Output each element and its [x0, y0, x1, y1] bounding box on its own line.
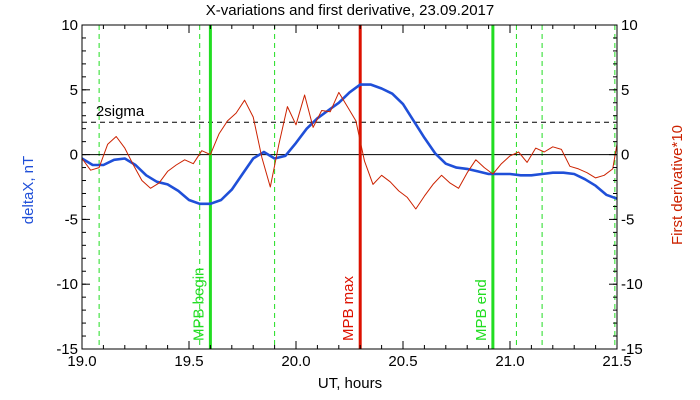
series-line-deltaX [81, 83, 618, 206]
x-axis-label: UT, hours [318, 375, 382, 392]
sigma-label: 2sigma [96, 103, 145, 120]
y-tick-label-right-3: 0 [621, 147, 629, 164]
y-axis-label-left: deltaX, nT [20, 156, 37, 224]
plot-frame [81, 24, 618, 350]
x-tick-label-4: 21.0 [495, 353, 524, 370]
y-tick-label-right-1: -10 [621, 276, 643, 293]
y-axis-label-right: First derivative*10 [669, 125, 686, 245]
y-tick-label-left-0: -15 [56, 341, 78, 358]
x-tick-label-0: 19.0 [67, 353, 96, 370]
plot-area: 2sigma MPB begin MPB max MPB end 19.0 19.5 20.… [56, 17, 642, 370]
y-tick-label-left-4: 5 [70, 82, 78, 99]
x-tick-label-5: 21.5 [602, 353, 631, 370]
y-tick-label-left-2: -5 [65, 211, 78, 228]
y-tick-label-right-4: 5 [621, 82, 629, 99]
y-tick-label-left-3: 0 [70, 147, 78, 164]
marker-label-1: MPB max [340, 275, 357, 341]
marker-label-2: MPB end [473, 279, 490, 341]
series-line-derivative [81, 91, 618, 210]
x-tick-label-1: 19.5 [174, 353, 203, 370]
x-tick-label-3: 20.5 [388, 353, 417, 370]
x-tick-label-2: 20.0 [281, 353, 310, 370]
y-tick-label-right-2: -5 [621, 211, 634, 228]
y-tick-label-right-0: -15 [621, 341, 643, 358]
marker-label-0: MPB begin [190, 268, 207, 341]
y-tick-label-left-1: -10 [56, 276, 78, 293]
y-tick-label-left-5: 10 [61, 17, 78, 34]
chart-title: X-variations and first derivative, 23.09… [206, 2, 495, 19]
y-tick-label-right-5: 10 [621, 17, 638, 34]
